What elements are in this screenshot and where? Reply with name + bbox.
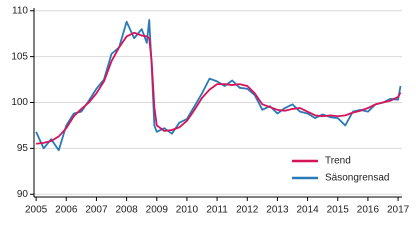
x-tick-label: 2005 bbox=[25, 205, 48, 216]
x-tick-label: 2011 bbox=[206, 205, 228, 216]
series-line bbox=[36, 31, 402, 145]
x-tick-label: 2017 bbox=[387, 205, 410, 216]
x-tick-label: 2010 bbox=[176, 205, 199, 216]
legend-label: Säsongrensad bbox=[325, 173, 390, 184]
y-tick-label: 95 bbox=[17, 143, 29, 154]
x-tick-label: 2013 bbox=[266, 205, 289, 216]
x-tick-label: 2012 bbox=[236, 205, 259, 216]
y-tick-label: 100 bbox=[11, 97, 28, 108]
x-tick-label: 2006 bbox=[55, 205, 78, 216]
x-tick-label: 2016 bbox=[357, 205, 380, 216]
x-tick-label: 2008 bbox=[115, 205, 138, 216]
y-tick-label: 90 bbox=[17, 189, 29, 200]
chart: 90 95 100 105 110 2005 2006 2007 2008 2009 2010 201… bbox=[11, 5, 410, 216]
legend-label: Trend bbox=[325, 156, 351, 167]
x-tick-label: 2009 bbox=[146, 205, 169, 216]
x-tick-label: 2015 bbox=[327, 205, 350, 216]
y-tick-label: 110 bbox=[12, 5, 28, 16]
y-tick-label: 105 bbox=[11, 51, 28, 62]
x-tick-label: 2007 bbox=[85, 205, 108, 216]
x-tick-label: 2014 bbox=[296, 205, 319, 216]
series-line bbox=[35, 19, 402, 152]
